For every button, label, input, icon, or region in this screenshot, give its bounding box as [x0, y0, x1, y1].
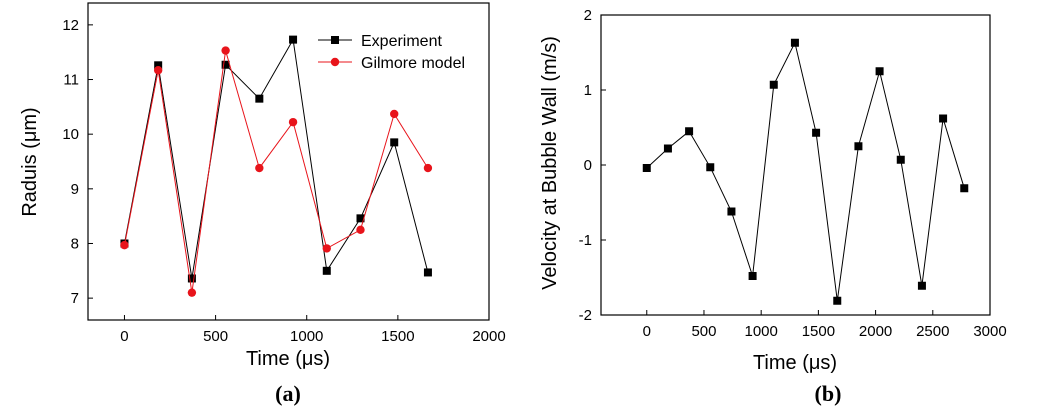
chart-a-series-1-point — [120, 240, 129, 250]
chart-a-series-1-point — [356, 225, 365, 235]
chart-a-series-1-point — [322, 244, 331, 253]
chart-b-xlabel: Time (μs) — [753, 352, 837, 374]
chart-b-series-0-point — [663, 144, 672, 153]
legend-gilmore-label: Gilmore model — [361, 55, 465, 72]
legend-experiment-marker — [331, 36, 339, 44]
chart-b-ytick-label: 2 — [584, 7, 592, 24]
chart-a-series-0-point — [423, 268, 432, 277]
chart-a-ytick-label: 9 — [71, 181, 79, 198]
chart-a-series-0-point — [187, 274, 196, 283]
chart-a-ytick-label: 7 — [71, 290, 79, 307]
chart-a-xtick-label: 2000 — [472, 328, 505, 345]
chart-b-series-0-point — [727, 207, 736, 216]
chart-a: 0 500 1000 1500 2000 7 8 9 10 11 12 Time (μs) Radu… — [19, 2, 506, 406]
chart-b-series-0-point — [769, 80, 778, 89]
chart-b-ytick-label: 0 — [584, 157, 592, 174]
chart-a-series-0-point — [356, 214, 365, 223]
chart-a-series-0-point — [255, 94, 264, 103]
chart-b-series-0-point — [960, 184, 969, 193]
chart-b-series-0-point — [875, 67, 884, 76]
chart-b-series-0-point — [790, 38, 799, 47]
chart-a-xlabel: Time (μs) — [246, 348, 330, 370]
chart-a-ylabel: Raduis (μm) — [19, 107, 41, 216]
chart-b-xtick-label: 2500 — [916, 323, 949, 340]
chart-a-series-0-point — [154, 61, 163, 70]
chart-b: 0 500 1000 1500 2000 2500 3000 -2 -1 0 1 2 Time (μs… — [539, 7, 1007, 406]
chart-b-series-0-point — [642, 164, 651, 172]
chart-a-xtick-label: 1000 — [290, 328, 323, 345]
chart-a-series-0-point — [221, 60, 230, 69]
chart-b-ytick-label: 1 — [584, 82, 592, 99]
chart-b-series-0-point — [685, 127, 694, 136]
chart-b-xtick-label: 0 — [643, 323, 651, 340]
chart-b-xtick-label: 1500 — [802, 323, 835, 340]
chart-a-xtick-label: 0 — [120, 328, 128, 345]
chart-b-series-0-point — [917, 281, 926, 290]
chart-a-ytick-label: 11 — [63, 72, 79, 89]
chart-b-series-0-point — [706, 163, 715, 172]
chart-a-plot-frame — [87, 2, 490, 321]
chart-a-ytick-label: 12 — [62, 17, 79, 34]
chart-b-series-0-point — [939, 114, 948, 123]
legend-gilmore-marker — [330, 57, 340, 67]
chart-a-xtick-label: 1500 — [381, 328, 414, 345]
chart-a-series-1-point — [288, 117, 298, 127]
chart-b-series-0-point — [833, 296, 842, 305]
chart-b-series-0-point — [748, 272, 757, 280]
chart-a-xtick-label: 500 — [203, 328, 228, 345]
chart-b-ylabel: Velocity at Bubble Wall (m/s) — [539, 36, 561, 290]
legend-experiment-label: Experiment — [361, 33, 442, 50]
chart-a-series-0-point — [390, 138, 399, 147]
chart-b-ytick-label: -1 — [579, 232, 592, 249]
chart-a-series-1-point — [423, 163, 433, 173]
chart-a-series-1-point — [187, 288, 197, 297]
chart-a-series-1-point — [221, 46, 230, 55]
chart-a-series-1-point — [390, 109, 399, 119]
chart-b-xtick-label: 2000 — [859, 323, 892, 340]
chart-a-series-1-line — [124, 50, 429, 293]
chart-b-xtick-label: 1000 — [744, 323, 777, 340]
chart-a-series-1-point — [255, 163, 264, 173]
chart-a-series-1-point — [153, 66, 163, 75]
chart-b-panel-label: (b) — [815, 381, 842, 406]
chart-a-panel-label: (a) — [275, 381, 301, 406]
chart-a-ytick-label: 8 — [71, 235, 79, 252]
chart-a-legend: Experiment Gilmore model — [318, 33, 465, 72]
chart-b-ytick-label: -2 — [579, 307, 592, 324]
chart-b-series-0-point — [896, 155, 905, 164]
chart-a-series-0-line — [124, 38, 429, 279]
chart-a-series-0-point — [289, 35, 298, 44]
chart-b-series-0-point — [854, 142, 863, 151]
chart-b-xtick-label: 3000 — [973, 323, 1006, 340]
chart-a-ytick-label: 10 — [62, 126, 79, 143]
chart-b-plot-frame — [600, 14, 991, 316]
chart-a-series-0-point — [322, 266, 331, 275]
chart-b-xtick-label: 500 — [691, 323, 716, 340]
chart-b-series-0-line — [646, 41, 965, 301]
chart-b-series-0-point — [812, 128, 821, 137]
